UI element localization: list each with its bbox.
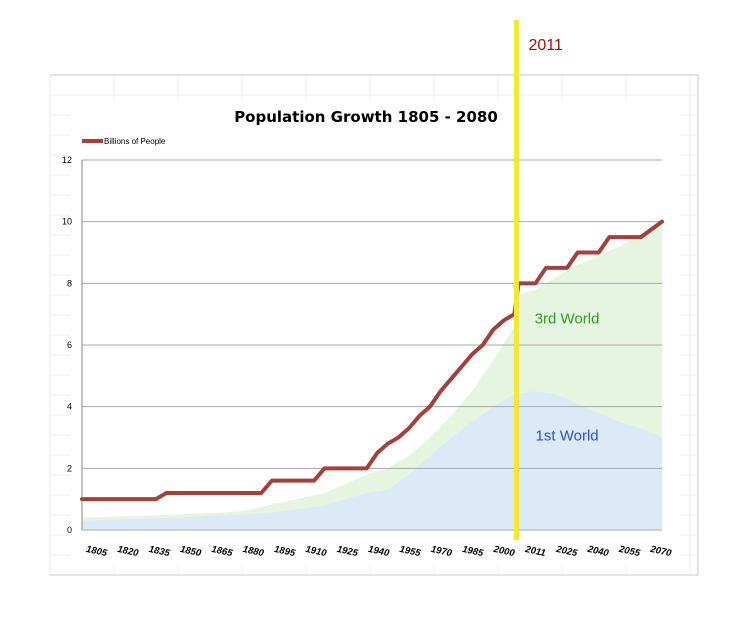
x-tick-label: 1880 (242, 544, 266, 559)
x-tick-label: 2070 (648, 544, 673, 560)
series-layer (80, 219, 664, 502)
x-tick-label: 2025 (554, 544, 579, 560)
x-tick-label: 1805 (85, 544, 109, 559)
x-tick-label: 1985 (461, 544, 485, 559)
x-tick-label: 2000 (492, 544, 517, 560)
x-tick-label: 1850 (179, 544, 203, 559)
x-tick-label: 1895 (273, 544, 297, 559)
chart-title: Population Growth 1805 - 2080 (234, 108, 498, 126)
x-tick-label: 1865 (210, 544, 234, 559)
x-tick-label: 2055 (617, 544, 642, 560)
x-tick-label: 1820 (116, 544, 140, 559)
y-tick-label: 10 (62, 217, 72, 227)
x-tick-label: 2040 (586, 544, 611, 560)
y-axis: 0 2 4 6 8 10 12 (62, 155, 83, 535)
x-tick-label: 2011 (523, 544, 546, 559)
x-tick-label: 1835 (148, 544, 172, 559)
x-axis: 1805 1820 1835 1850 1865 1880 1895 1910 1925 1940… (85, 544, 673, 560)
y-tick-label: 12 (62, 155, 72, 165)
legend-label: Billions of People (104, 137, 166, 146)
marker-layer: 2011 (513, 20, 563, 540)
y-tick-label: 8 (67, 278, 72, 288)
annotation-layer: 3rd World 1st World (535, 310, 600, 444)
series-line-billions-of-people (80, 219, 664, 502)
y-tick-label: 2 (67, 463, 72, 473)
marker-label-2011: 2011 (528, 37, 563, 54)
gridlines (82, 159, 662, 531)
y-tick-label: 4 (67, 402, 72, 412)
x-tick-label: 1970 (430, 544, 454, 559)
x-tick-label: 1955 (399, 544, 423, 559)
x-tick-label: 1925 (336, 544, 360, 559)
annotation-1st-world: 1st World (536, 428, 599, 445)
x-tick-label: 1940 (367, 544, 391, 559)
x-tick-label: 1910 (304, 544, 328, 559)
annotation-3rd-world: 3rd World (535, 310, 600, 327)
y-tick-label: 0 (67, 525, 72, 535)
y-tick-label: 6 (67, 340, 72, 350)
